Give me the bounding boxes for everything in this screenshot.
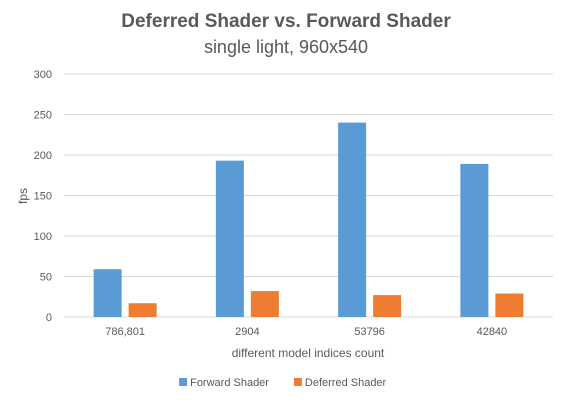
y-tick-label: 100 [34,231,52,243]
chart-title: Deferred Shader vs. Forward Shader [121,11,451,32]
bar-deferred-shader [495,293,524,317]
legend-label-deferred-shader: Deferred Shader [305,377,387,389]
y-tick-label: 0 [46,312,52,324]
y-tick-label: 300 [34,69,52,81]
y-tick-label: 150 [34,191,52,203]
bar-deferred-shader [373,295,402,317]
y-tick-label: 200 [34,150,52,162]
y-tick-label: 250 [34,110,52,122]
legend-label-forward-shader: Forward Shader [190,377,269,389]
y-axis-title: fps [16,188,30,204]
x-tick-label: 42840 [477,326,508,338]
legend-swatch-forward-shader [179,378,188,386]
bar-forward-shader [338,122,367,317]
x-tick-label: 2904 [235,326,259,338]
chart-subtitle: single light, 960x540 [204,37,368,57]
gridlines [64,73,553,318]
x-axis-ticks: 786,801 2904 53796 42840 [105,326,507,338]
legend-swatch-deferred-shader [293,378,302,386]
x-tick-label: 786,801 [105,326,145,338]
y-axis-ticks: 0 50 100 150 200 250 300 [34,69,52,324]
legend: Forward Shader Deferred Shader [179,377,387,389]
y-tick-label: 50 [40,272,52,284]
bars [93,122,524,317]
bar-forward-shader [93,269,122,317]
bar-deferred-shader [128,303,157,317]
bar-forward-shader [215,160,244,317]
x-tick-label: 53796 [354,326,385,338]
x-axis-title: different model indices count [232,346,385,360]
bar-forward-shader [460,163,489,317]
bar-deferred-shader [250,291,279,317]
